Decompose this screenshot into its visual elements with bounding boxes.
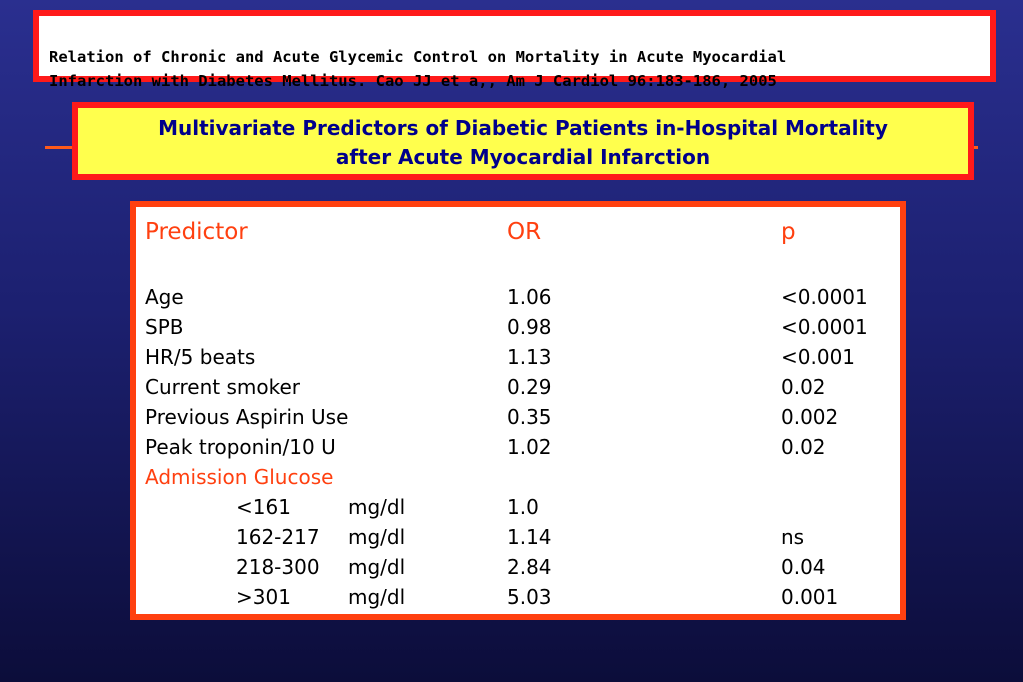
citation-box: Relation of Chronic and Acute Glycemic C… (33, 10, 996, 90)
predictor-cell: Current smoker (145, 375, 301, 399)
table-row: SPB 0.98 <0.0001 (136, 312, 900, 342)
header-or: OR (507, 219, 542, 245)
predictor-cell: Age (145, 285, 184, 309)
glucose-range-cell: 218-300 mg/dl (236, 552, 405, 582)
p-cell: <0.0001 (781, 315, 868, 339)
or-cell: 1.14 (507, 525, 552, 549)
p-cell: 0.002 (781, 405, 839, 429)
accent-line-right (970, 146, 978, 149)
glucose-unit: mg/dl (348, 555, 406, 579)
or-cell: 0.98 (507, 315, 552, 339)
admission-glucose-label: Admission Glucose (145, 465, 334, 489)
predictors-table: Predictor OR p Age 1.06 <0.0001 SPB 0.98… (130, 201, 906, 620)
p-cell: 0.001 (781, 585, 839, 609)
glucose-range: 162-217 (236, 525, 320, 549)
header-p: p (781, 219, 796, 245)
table-row: 162-217 mg/dl 1.14 ns (136, 522, 900, 552)
predictor-cell: HR/5 beats (145, 345, 256, 369)
or-cell: 1.13 (507, 345, 552, 369)
glucose-range: <161 (236, 495, 291, 519)
table-row: HR/5 beats 1.13 <0.001 (136, 342, 900, 372)
p-cell: <0.001 (781, 345, 856, 369)
glucose-unit: mg/dl (348, 525, 406, 549)
predictor-cell: SPB (145, 315, 184, 339)
or-cell: 1.02 (507, 435, 552, 459)
section-label-row: Admission Glucose (136, 462, 900, 492)
table-row: Peak troponin/10 U 1.02 0.02 (136, 432, 900, 462)
glucose-range-cell: >301 mg/dl (236, 582, 405, 612)
glucose-range-cell: 162-217 mg/dl (236, 522, 405, 552)
or-cell: 5.03 (507, 585, 552, 609)
predictor-cell: Peak troponin/10 U (145, 435, 336, 459)
slide-title-line-1: Multivariate Predictors of Diabetic Pati… (158, 116, 888, 140)
or-cell: 1.0 (507, 495, 539, 519)
table-header-row: Predictor OR p (136, 217, 900, 247)
table-row: Age 1.06 <0.0001 (136, 282, 900, 312)
accent-line-left (45, 146, 75, 149)
or-cell: 2.84 (507, 555, 552, 579)
table-row: Current smoker 0.29 0.02 (136, 372, 900, 402)
glucose-range-cell: <161 mg/dl (236, 492, 405, 522)
slide-title-box: Multivariate Predictors of Diabetic Pati… (72, 102, 974, 180)
table-row: 218-300 mg/dl 2.84 0.04 (136, 552, 900, 582)
slide-title-line-2: after Acute Myocardial Infarction (335, 145, 711, 169)
or-cell: 0.29 (507, 375, 552, 399)
glucose-unit: mg/dl (348, 585, 406, 609)
table-row: <161 mg/dl 1.0 (136, 492, 900, 522)
table-row: >301 mg/dl 5.03 0.001 (136, 582, 900, 612)
table-row: Previous Aspirin Use 0.35 0.002 (136, 402, 900, 432)
p-cell: <0.0001 (781, 285, 868, 309)
p-cell: ns (781, 525, 805, 549)
header-predictor: Predictor (145, 219, 248, 245)
p-cell: 0.02 (781, 435, 826, 459)
glucose-range: 218-300 (236, 555, 320, 579)
predictor-cell: Previous Aspirin Use (145, 405, 349, 429)
citation-text: Relation of Chronic and Acute Glycemic C… (49, 48, 787, 90)
or-cell: 0.35 (507, 405, 552, 429)
glucose-range: >301 (236, 585, 291, 609)
or-cell: 1.06 (507, 285, 552, 309)
p-cell: 0.04 (781, 555, 826, 579)
glucose-unit: mg/dl (348, 495, 406, 519)
p-cell: 0.02 (781, 375, 826, 399)
